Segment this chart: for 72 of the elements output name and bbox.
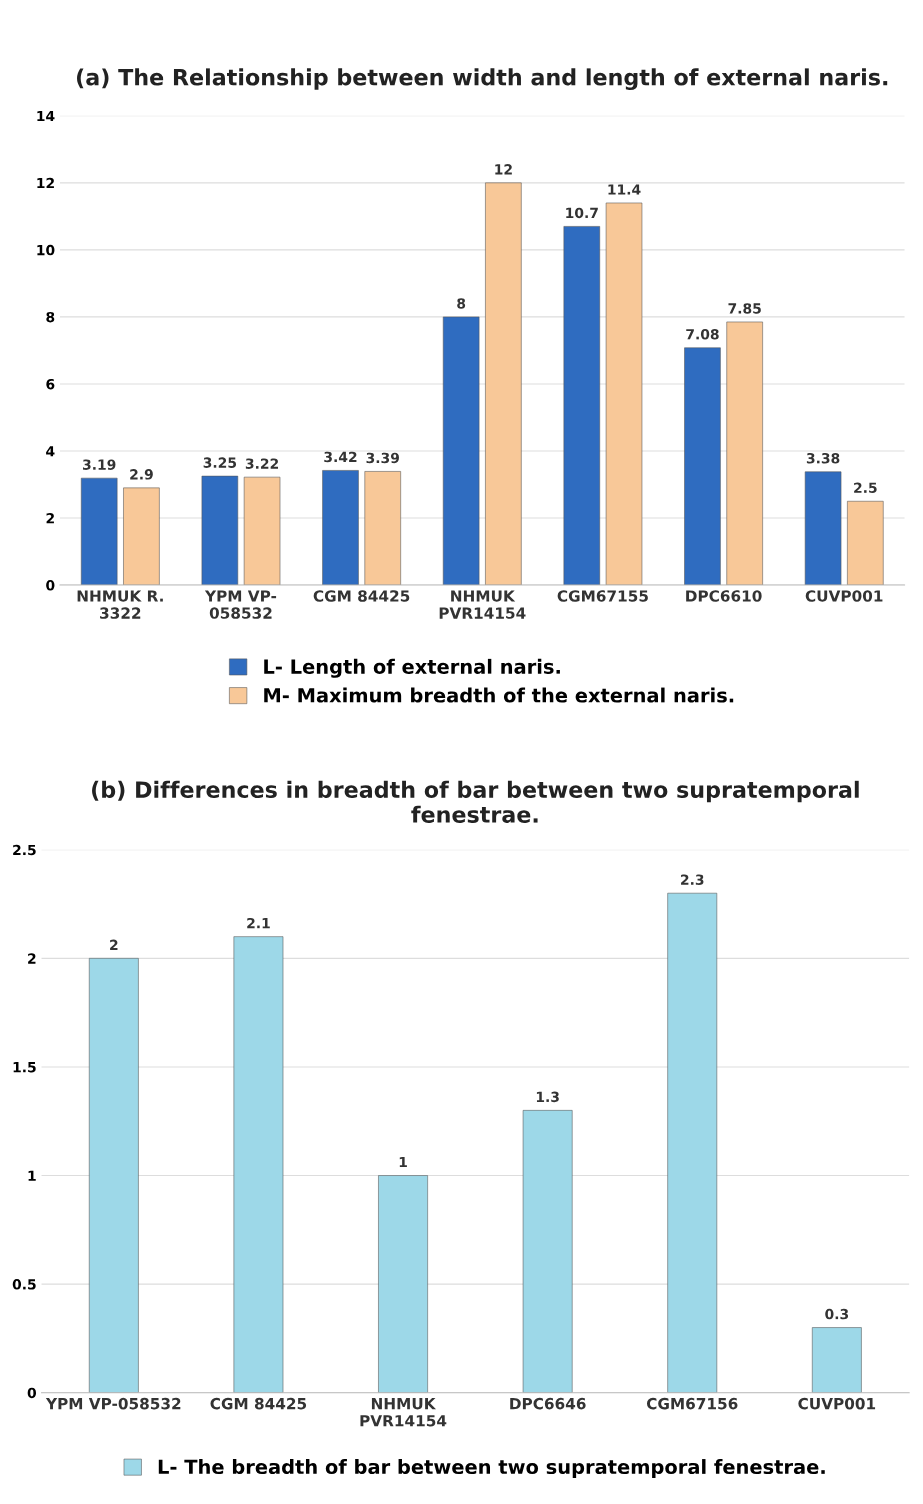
y-tick-label: 14: [37, 110, 55, 122]
x-tick-label: CGM67156: [646, 1397, 738, 1410]
bar: [88, 958, 139, 1393]
bar: [811, 1327, 862, 1393]
chart-title: (a) The Relationship between width and length of external naris.: [77, 68, 888, 91]
y-tick-label: 12: [37, 177, 54, 189]
data-label: 1.3: [536, 1091, 559, 1103]
bar: [847, 500, 884, 586]
x-tick-label: CUVP001: [805, 590, 883, 602]
data-label: 11.4: [608, 184, 641, 195]
bar: [563, 226, 601, 586]
data-label: 7.08: [686, 329, 719, 340]
x-tick-label: YPM VP-058532: [45, 1397, 181, 1410]
data-label: 12: [495, 164, 512, 175]
bar: [605, 202, 643, 586]
y-tick-label: 10: [37, 244, 55, 256]
x-tick-label: CGM67155: [557, 590, 648, 602]
data-label: 3.25: [203, 457, 237, 468]
bar: [442, 316, 480, 586]
data-label: 3.39: [366, 452, 399, 464]
bar: [123, 487, 160, 586]
data-label: 2.3: [681, 874, 704, 885]
data-label: 3.22: [245, 458, 279, 469]
data-label: 3.42: [324, 451, 357, 463]
data-label: 0.3: [825, 1308, 849, 1320]
legend-label: L- The breadth of bar between two supratemporal fenestrae.: [158, 1459, 825, 1478]
data-label: 2.9: [130, 469, 153, 480]
y-tick-label: 1.5: [13, 1062, 36, 1073]
bar: [233, 936, 284, 1393]
data-label: 3.38: [806, 453, 840, 464]
data-label: 8: [457, 298, 466, 309]
data-label: 1: [399, 1156, 407, 1168]
y-tick-label: 6: [46, 378, 55, 390]
bar: [804, 471, 842, 586]
y-tick-label: 1: [28, 1170, 36, 1181]
x-tick-label: CGM 84425: [313, 590, 410, 602]
y-tick-label: 2.5: [13, 844, 36, 856]
y-tick-label: 0.5: [12, 1279, 36, 1290]
bar: [364, 471, 401, 586]
x-tick-label: NHMUK R. 3322: [77, 590, 163, 619]
data-label: 2.1: [247, 917, 270, 929]
bar: [80, 477, 118, 586]
bar: [667, 892, 718, 1393]
bar: [322, 470, 359, 586]
bar: [726, 321, 763, 586]
chart-title: (b) Differences in breadth of bar between two supratemporal fenestrae.: [92, 780, 859, 823]
x-tick-label: DPC6610: [686, 590, 762, 602]
y-tick-label: 8: [46, 311, 55, 323]
data-label: 3.19: [83, 459, 116, 470]
data-label: 2: [110, 939, 118, 950]
y-tick-label: 4: [46, 446, 55, 457]
bar: [485, 182, 522, 586]
bar: [378, 1175, 428, 1393]
data-label: 2.5: [854, 482, 877, 494]
bar: [684, 347, 721, 586]
x-tick-label: DPC6646: [510, 1397, 586, 1410]
y-tick-label: 2: [46, 512, 54, 524]
x-tick-label: CGM 84425: [210, 1397, 307, 1410]
legend-label: M- Maximum breadth of the external naris.: [264, 687, 734, 703]
x-tick-label: NHMUK PVR14154: [439, 590, 526, 619]
legend-label: L- Length of external naris.: [264, 658, 560, 678]
y-tick-label: 0: [27, 1387, 37, 1399]
x-tick-label: CUVP001: [798, 1397, 876, 1410]
y-tick-label: 2: [28, 953, 36, 964]
bar: [522, 1110, 573, 1393]
x-tick-label: YPM VP- 058532: [204, 590, 277, 619]
y-tick-label: 0: [46, 580, 55, 591]
data-label: 10.7: [566, 207, 598, 219]
x-tick-label: NHMUK PVR14154: [360, 1398, 447, 1427]
bar: [201, 475, 239, 586]
bar: [243, 476, 281, 586]
data-label: 7.85: [728, 303, 761, 314]
